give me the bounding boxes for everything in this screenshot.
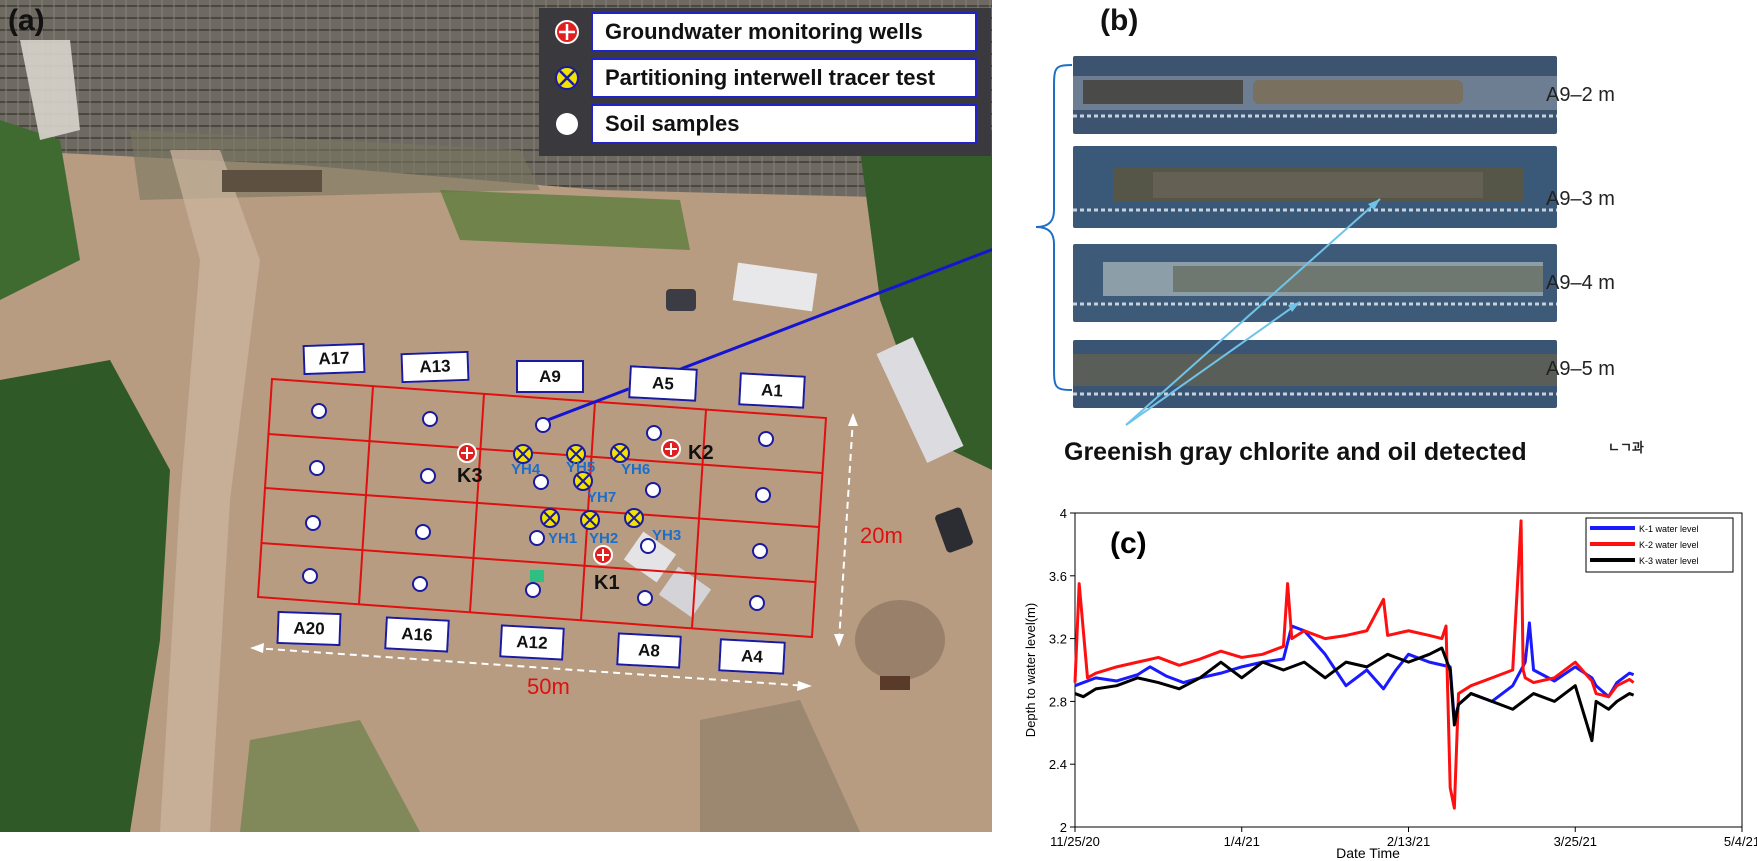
grid-label-a17: A17 <box>302 342 366 376</box>
well-label-k1: K1 <box>594 572 620 594</box>
soil-sample-markers <box>302 403 774 611</box>
legend-label-wells: Groundwater monitoring wells <box>591 12 977 52</box>
core-photo-1 <box>1073 56 1557 134</box>
tracer-test-icon <box>555 66 579 90</box>
core-label-4m: A9–4 m <box>1546 272 1615 294</box>
legend-label-tracer: Partitioning interwell tracer test <box>591 58 977 98</box>
sampling-grid <box>250 247 992 691</box>
series-line-k-3-water-level <box>1074 646 1635 743</box>
series-line-k-1-water-level <box>1074 621 1635 722</box>
legend-item-soil: Soil samples <box>547 104 979 144</box>
series-line-k-2-water-level <box>1073 519 1635 810</box>
legend-item-wells: Groundwater monitoring wells <box>547 12 979 52</box>
core-caption: Greenish gray chlorite and oil detected <box>1064 438 1527 466</box>
well-label-k3: K3 <box>457 465 483 487</box>
core-photo-4 <box>1073 340 1557 408</box>
panel-label-b: (b) <box>1100 4 1139 37</box>
soil-sample-icon <box>556 113 578 135</box>
water-level-chart: 2 2.4 2.8 3.2 3.6 4 11/25/20 1/4/21 2/13/21 3/25… <box>1023 506 1757 860</box>
connector-arrow <box>544 247 992 423</box>
caption-fragment: ㄴㄱ과 <box>1608 440 1644 455</box>
y-tick-label: 3.2 <box>1049 632 1067 647</box>
grid-label-a13: A13 <box>400 350 470 384</box>
panel-label-a: (a) <box>8 4 45 37</box>
grid-label-a12: A12 <box>499 624 565 661</box>
grid-label-a8: A8 <box>616 632 682 669</box>
panel-label-c: (c) <box>1110 527 1147 560</box>
grid-label-a1: A1 <box>738 372 806 409</box>
core-label-5m: A9–5 m <box>1546 358 1615 380</box>
legend-label-soil: Soil samples <box>591 104 977 144</box>
trees-right <box>860 130 992 470</box>
map-legend: Groundwater monitoring wells Partitionin… <box>539 8 991 156</box>
y-tick-label: 2 <box>1060 820 1067 835</box>
legend-item-tracer: Partitioning interwell tracer test <box>547 58 979 98</box>
dim-50m-line <box>253 647 809 687</box>
annotation-arrows <box>1125 198 1381 426</box>
dim-label-50m: 50m <box>527 674 570 699</box>
y-tick-label: 3.6 <box>1049 569 1067 584</box>
x-tick-label: 1/4/21 <box>1224 834 1260 849</box>
x-tick-label: 11/25/20 <box>1050 834 1100 849</box>
forest-left <box>0 360 170 832</box>
well-label-k2: K2 <box>688 442 714 464</box>
tracer-label-yh3: YH3 <box>652 527 682 544</box>
grid-outline <box>256 377 828 639</box>
grid-label-a20: A20 <box>276 610 342 647</box>
grid-label-a4: A4 <box>718 638 786 675</box>
grid-label-a9: A9 <box>516 360 584 393</box>
tracer-label-yh7: YH7 <box>587 489 617 506</box>
tracer-label-yh5: YH5 <box>566 459 596 476</box>
grid-label-a16: A16 <box>384 616 450 653</box>
chart-legend: K-1 water level K-2 water level K-3 water … <box>1585 517 1734 573</box>
core-label-2m: A9–2 m <box>1546 84 1615 106</box>
dim-label-20m: 20m <box>860 523 903 548</box>
tracer-label-yh2: YH2 <box>589 530 619 547</box>
dim-20m-line <box>838 417 854 643</box>
tracer-label-yh6: YH6 <box>621 461 651 478</box>
x-tick-label: 3/25/21 <box>1554 834 1597 849</box>
y-tick-label: 2.4 <box>1049 757 1067 772</box>
y-tick-label: 4 <box>1060 506 1067 521</box>
core-label-3m: A9–3 m <box>1546 188 1615 210</box>
tracer-label-yh4: YH4 <box>511 461 541 478</box>
x-tick-label: 2/13/21 <box>1387 834 1430 849</box>
legend-label: K-3 water level <box>1639 556 1699 566</box>
tracer-markers <box>457 439 681 565</box>
core-bracket <box>1035 64 1073 391</box>
tracer-label-yh1: YH1 <box>548 530 578 547</box>
legend-label: K-2 water level <box>1639 540 1699 550</box>
legend-label: K-1 water level <box>1639 524 1699 534</box>
grid-label-a5: A5 <box>628 365 698 402</box>
x-tick-label: 5/4/21 <box>1724 834 1757 849</box>
monitoring-well-icon <box>555 20 579 44</box>
y-axis-label: Depth to water level(m) <box>1023 603 1038 737</box>
x-axis-label: Date Time <box>1336 845 1400 860</box>
core-photo-2 <box>1073 146 1557 228</box>
y-tick-label: 2.8 <box>1049 694 1067 709</box>
truck <box>732 262 818 312</box>
